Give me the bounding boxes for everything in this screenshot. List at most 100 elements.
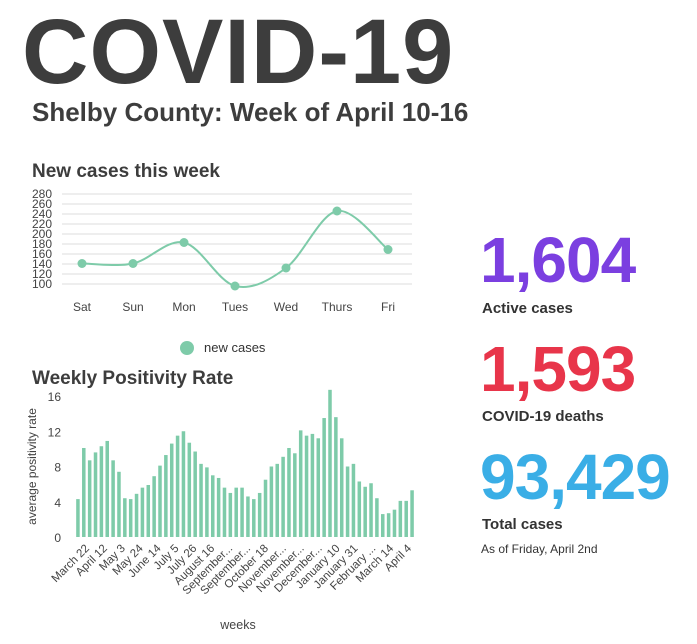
positivity-bar [105,440,109,537]
positivity-bar [328,389,332,537]
positivity-bar [228,492,233,537]
y-tick-label: 12 [48,425,62,439]
x-tick-label: Thurs [322,300,353,314]
data-point [281,263,291,273]
positivity-bar [281,456,285,537]
positivity-bar [169,443,174,537]
deaths-label: COVID-19 deaths [482,408,604,425]
positivity-bar [334,417,338,537]
legend-label: new cases [204,340,266,355]
positivity-bar [211,475,215,537]
deaths-value: 1,593 [480,333,636,405]
positivity-bar [99,446,104,537]
page-title: COVID-19 [22,1,455,103]
x-axis-label: weeks [219,618,255,632]
positivity-bar [87,460,92,537]
positivity-bar [392,509,397,537]
bar-chart-title: Weekly Positivity Rate [32,368,234,389]
total-cases-label: Total cases [482,516,563,533]
positivity-bar [345,466,350,537]
line-chart-legend: new cases [180,340,265,355]
positivity-bar [246,496,250,537]
positivity-bar [263,479,268,537]
positivity-bar [222,487,227,537]
positivity-bar [181,431,186,537]
y-tick-label: 100 [32,277,52,291]
y-tick-label: 180 [32,237,52,251]
positivity-bar [410,490,414,537]
series-line [81,209,389,288]
positivity-bar [82,447,86,537]
active-cases-label: Active cases [482,300,573,317]
legend-marker [180,340,194,355]
positivity-bar [316,438,321,537]
positivity-bar [234,487,238,537]
data-point [179,238,189,247]
positivity-bar [357,481,362,537]
positivity-bar [322,418,326,537]
positivity-bar [298,430,303,537]
positivity-bar [193,451,197,537]
positivity-bar [140,487,145,537]
positivity-bar [146,485,151,537]
positivity-bar [269,466,274,537]
positivity-bar [287,447,291,537]
y-tick-label: 140 [32,257,52,271]
active-cases-value: 1,604 [480,224,636,296]
line-chart-title: New cases this week [32,161,220,182]
positivity-bar [205,467,209,537]
x-tick-label: Tues [222,300,248,314]
total-cases-value: 93,429 [480,441,671,513]
positivity-bar [128,499,133,537]
positivity-bar [304,435,309,537]
positivity-bar [381,514,385,537]
positivity-bar [386,513,391,537]
data-point [128,259,138,268]
y-tick-label: 120 [32,267,52,281]
positivity-bar [257,492,262,537]
positivity-bar [404,500,408,537]
positivity-bar [310,433,315,537]
x-tick-label: Sun [122,300,143,314]
y-axis-label: average positivity rate [25,408,39,525]
x-tick-label: Mon [172,300,195,314]
y-tick-label: 0 [54,531,61,545]
positivity-bar [175,435,180,537]
y-tick-label: 160 [32,247,52,261]
positivity-bar [117,471,121,537]
positivity-bar [339,438,344,537]
positivity-bar [187,442,192,537]
positivity-bar [275,463,279,537]
x-tick-label: Fri [381,300,395,314]
positivity-bar [216,477,221,537]
positivity-bar [363,486,367,537]
y-tick-label: 16 [48,390,62,404]
positivity-bar [199,463,203,537]
x-tick-label: Sat [73,300,92,314]
y-tick-label: 260 [32,197,52,211]
positivity-bar [158,465,162,537]
positivity-bar [93,452,98,537]
positivity-bar [351,463,356,537]
y-tick-label: 8 [54,461,61,475]
page-subtitle: Shelby County: Week of April 10-16 [32,97,469,127]
positivity-bar [134,493,139,537]
x-tick-label: Wed [274,300,298,314]
positivity-bar [123,498,127,537]
positivity-bar [76,499,80,537]
y-tick-label: 240 [32,207,52,221]
positivity-bar [369,483,373,537]
positivity-bar [375,498,379,537]
positivity-bar [252,499,256,537]
as-of-date: As of Friday, April 2nd [481,542,598,556]
data-point [230,281,240,291]
positivity-bar [152,476,156,537]
y-tick-label: 4 [54,496,61,510]
data-point [77,259,87,268]
y-tick-label: 280 [32,187,52,201]
data-point [383,245,393,254]
positivity-bar [164,455,168,537]
y-tick-label: 200 [32,227,52,241]
